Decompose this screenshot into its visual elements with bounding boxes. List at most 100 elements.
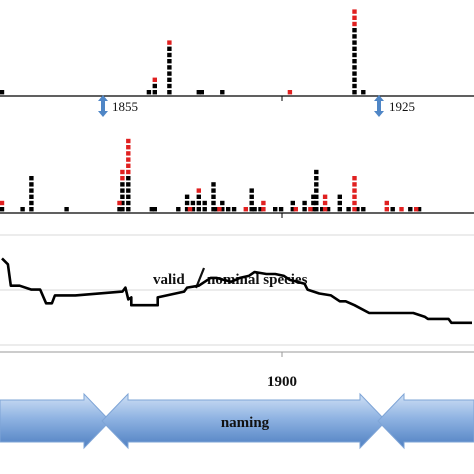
data-dot <box>117 207 122 212</box>
data-dot <box>0 90 5 95</box>
data-dot <box>320 207 325 212</box>
data-dot <box>346 207 351 212</box>
data-dot <box>322 194 328 199</box>
data-dot <box>252 207 257 212</box>
data-dot <box>126 200 131 206</box>
data-dot <box>211 188 216 193</box>
data-dot <box>243 207 248 212</box>
data-dot <box>187 207 193 212</box>
phase-label-naming: naming <box>221 415 270 431</box>
data-dot <box>261 207 266 212</box>
data-dot <box>249 207 254 212</box>
data-dot <box>152 207 157 212</box>
data-dot <box>202 207 207 212</box>
data-dot <box>384 200 389 206</box>
data-dot <box>196 207 201 212</box>
data-dot <box>414 207 419 212</box>
data-dot <box>308 207 313 212</box>
data-dot <box>352 176 357 181</box>
data-dot <box>120 188 125 193</box>
data-dot <box>167 77 172 82</box>
marker-1925-label: 1925 <box>389 99 415 114</box>
data-dot <box>361 207 366 212</box>
data-dot <box>325 207 331 212</box>
data-dot <box>211 200 216 206</box>
top-panel: 1855 1925 <box>0 9 474 117</box>
data-dot <box>126 157 131 162</box>
phase-arrow-left <box>0 392 111 450</box>
data-dot <box>184 194 190 199</box>
data-dot <box>273 207 278 212</box>
phase-arrows: naming <box>0 392 474 450</box>
data-dot <box>220 200 225 206</box>
data-dot <box>416 207 422 212</box>
data-dot <box>152 83 157 89</box>
data-dot <box>352 90 357 95</box>
data-dot <box>249 200 254 206</box>
data-dot <box>314 188 319 193</box>
phase-arrow-right <box>377 392 474 450</box>
top-dot-stacks <box>0 9 366 95</box>
data-dot <box>211 182 216 187</box>
data-dot <box>126 145 131 150</box>
data-dot <box>196 188 201 193</box>
data-dot <box>196 200 201 206</box>
data-dot <box>399 207 404 212</box>
data-dot <box>126 207 131 212</box>
data-dot <box>196 194 201 199</box>
data-dot <box>152 90 157 95</box>
data-dot <box>184 207 190 212</box>
data-dot <box>278 207 284 212</box>
data-dot <box>120 176 125 181</box>
data-dot <box>311 194 316 199</box>
data-dot <box>337 200 342 206</box>
data-dot <box>352 77 357 82</box>
data-dot <box>390 207 395 212</box>
data-dot <box>249 194 254 199</box>
data-dot <box>29 200 34 206</box>
marker-1855-label: 1855 <box>112 99 138 114</box>
data-dot <box>384 207 389 212</box>
data-dot <box>352 21 357 27</box>
data-dot <box>231 207 237 212</box>
data-dot <box>217 207 222 212</box>
data-dot <box>311 207 316 212</box>
data-dot <box>196 90 201 95</box>
data-dot <box>184 200 190 206</box>
data-dot <box>352 194 357 199</box>
data-dot <box>226 207 231 212</box>
data-dot <box>302 207 307 212</box>
data-dot <box>64 207 69 212</box>
data-dot <box>190 200 196 206</box>
data-dot <box>314 200 319 206</box>
data-dot <box>167 59 172 64</box>
data-dot <box>0 207 5 212</box>
data-dot <box>29 182 34 187</box>
data-dot <box>117 200 122 206</box>
data-dot <box>361 90 366 95</box>
data-dot <box>29 207 34 212</box>
data-dot <box>29 194 34 199</box>
data-dot <box>352 34 357 39</box>
series-title-valid: valid <box>153 272 185 288</box>
data-dot <box>126 188 131 193</box>
data-dot <box>258 207 263 212</box>
data-dot <box>120 207 125 212</box>
double-arrow-icon <box>98 95 108 117</box>
data-dot <box>167 90 172 95</box>
data-dot <box>352 188 357 193</box>
data-dot <box>352 15 357 20</box>
ratio-series-line <box>1 257 472 325</box>
data-dot <box>322 200 328 206</box>
data-dot <box>352 9 357 14</box>
data-dot <box>202 200 207 206</box>
data-dot <box>126 194 131 199</box>
data-dot <box>352 59 357 64</box>
data-dot <box>352 40 357 45</box>
data-dot <box>352 83 357 89</box>
data-dot <box>352 46 357 51</box>
data-dot <box>167 83 172 89</box>
data-dot <box>311 200 316 206</box>
data-dot <box>120 200 125 206</box>
